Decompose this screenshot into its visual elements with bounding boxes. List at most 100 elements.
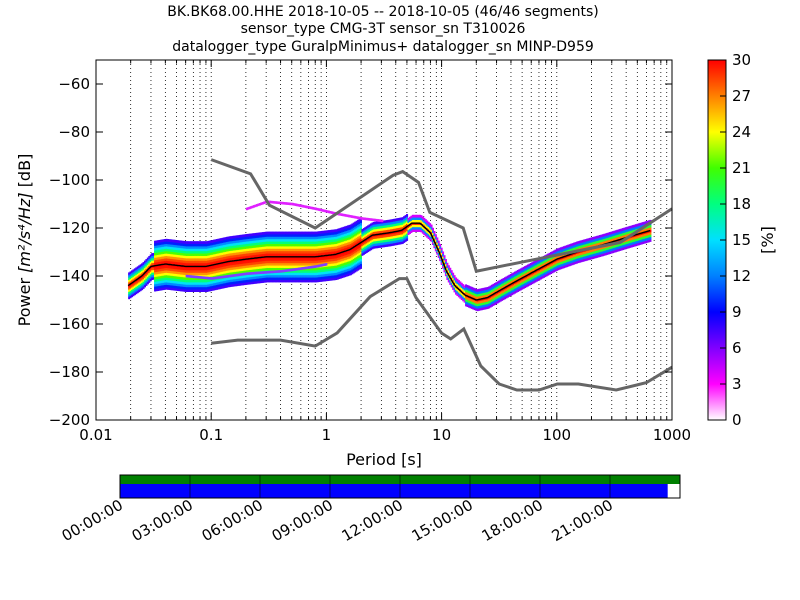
psd-bin <box>420 224 423 228</box>
psd-bin <box>241 246 244 250</box>
psd-bin <box>175 268 178 272</box>
psd-bin <box>529 270 532 273</box>
psd-bin <box>166 241 170 245</box>
psd-bin <box>263 275 266 278</box>
psd-bin <box>632 225 635 228</box>
psd-bin <box>175 285 178 289</box>
psd-bin <box>178 276 181 280</box>
psd-bin <box>279 241 282 244</box>
psd-bin <box>339 258 342 262</box>
psd-bin <box>226 256 229 259</box>
psd-bin <box>318 252 321 256</box>
psd-bin <box>295 274 298 278</box>
psd-bin <box>223 259 226 262</box>
psd-bin <box>584 251 587 254</box>
psd-bin <box>178 278 181 282</box>
psd-bin <box>442 258 445 262</box>
psd-bin <box>381 223 384 226</box>
psd-bin <box>286 231 289 235</box>
psd-bin <box>357 265 360 269</box>
psd-bin <box>165 277 168 281</box>
psd-bin <box>351 235 354 239</box>
psd-bin <box>260 280 263 284</box>
psd-bin <box>251 245 254 249</box>
psd-bin <box>352 224 355 228</box>
psd-bin <box>332 272 335 276</box>
psd-bin <box>202 253 206 256</box>
psd-bin <box>231 245 234 249</box>
psd-bin <box>486 291 489 295</box>
psd-bin <box>241 277 244 281</box>
psd-bin <box>165 282 168 285</box>
psd-bin <box>495 294 498 298</box>
psd-bin <box>430 236 433 240</box>
psd-bin <box>384 222 387 226</box>
psd-bin <box>250 240 253 244</box>
psd-bin <box>249 248 252 251</box>
psd-bin <box>321 257 324 261</box>
psd-bin <box>152 276 155 280</box>
psd-bin <box>197 262 200 266</box>
psd-bin <box>247 238 250 242</box>
psd-bin <box>312 246 315 249</box>
psd-bin <box>362 235 365 239</box>
psd-bin <box>509 293 512 297</box>
psd-bin <box>257 278 260 281</box>
psd-bin <box>550 266 553 270</box>
psd-bin <box>466 297 469 300</box>
psd-bin <box>253 240 256 244</box>
psd-bin <box>267 262 270 266</box>
psd-bin <box>442 265 445 269</box>
psd-bin <box>184 272 187 276</box>
psd-bin <box>187 243 190 247</box>
psd-bin <box>616 244 619 248</box>
psd-bin <box>345 269 348 272</box>
psd-bin <box>224 241 227 245</box>
psd-bin <box>182 257 185 261</box>
psd-bin <box>315 233 318 237</box>
psd-bin <box>395 220 398 224</box>
psd-bin <box>286 258 289 261</box>
psd-bin <box>554 268 557 272</box>
psd-bin <box>381 225 384 229</box>
psd-bin <box>401 221 404 225</box>
psd-bin <box>342 231 345 235</box>
psd-bin <box>138 272 141 276</box>
psd-bin <box>629 228 632 232</box>
psd-bin <box>205 279 208 283</box>
psd-bin <box>228 250 231 254</box>
psd-bin <box>214 251 217 255</box>
psd-bin <box>287 277 290 280</box>
psd-bin <box>251 266 254 270</box>
psd-bin <box>198 279 201 283</box>
psd-bin <box>416 229 419 232</box>
psd-bin <box>223 280 226 284</box>
psd-bin <box>565 259 568 263</box>
psd-bin <box>231 281 234 285</box>
psd-bin <box>485 306 488 310</box>
psd-bin <box>584 243 587 247</box>
psd-bin <box>178 266 181 270</box>
psd-bin <box>397 218 400 221</box>
psd-bin <box>181 288 184 292</box>
psd-bin <box>230 240 233 244</box>
psd-bin <box>315 248 318 252</box>
psd-bin <box>169 277 172 281</box>
psd-bin <box>300 274 303 278</box>
psd-bin <box>537 259 540 262</box>
psd-bin <box>476 305 479 309</box>
psd-bin <box>155 259 158 263</box>
psd-bin <box>282 246 285 249</box>
psd-bin <box>387 236 390 240</box>
psd-bin <box>238 256 242 260</box>
psd-bin <box>308 258 311 261</box>
psd-bin <box>146 281 149 285</box>
psd-bin <box>181 274 184 278</box>
psd-bin <box>512 289 515 292</box>
psd-bin <box>619 243 622 247</box>
title-line-2: sensor_type CMG-3T sensor_sn T310026 <box>241 21 526 37</box>
psd-bin <box>145 263 148 267</box>
psd-bin <box>200 286 203 290</box>
psd-bin <box>276 258 279 261</box>
psd-bin <box>285 231 288 235</box>
